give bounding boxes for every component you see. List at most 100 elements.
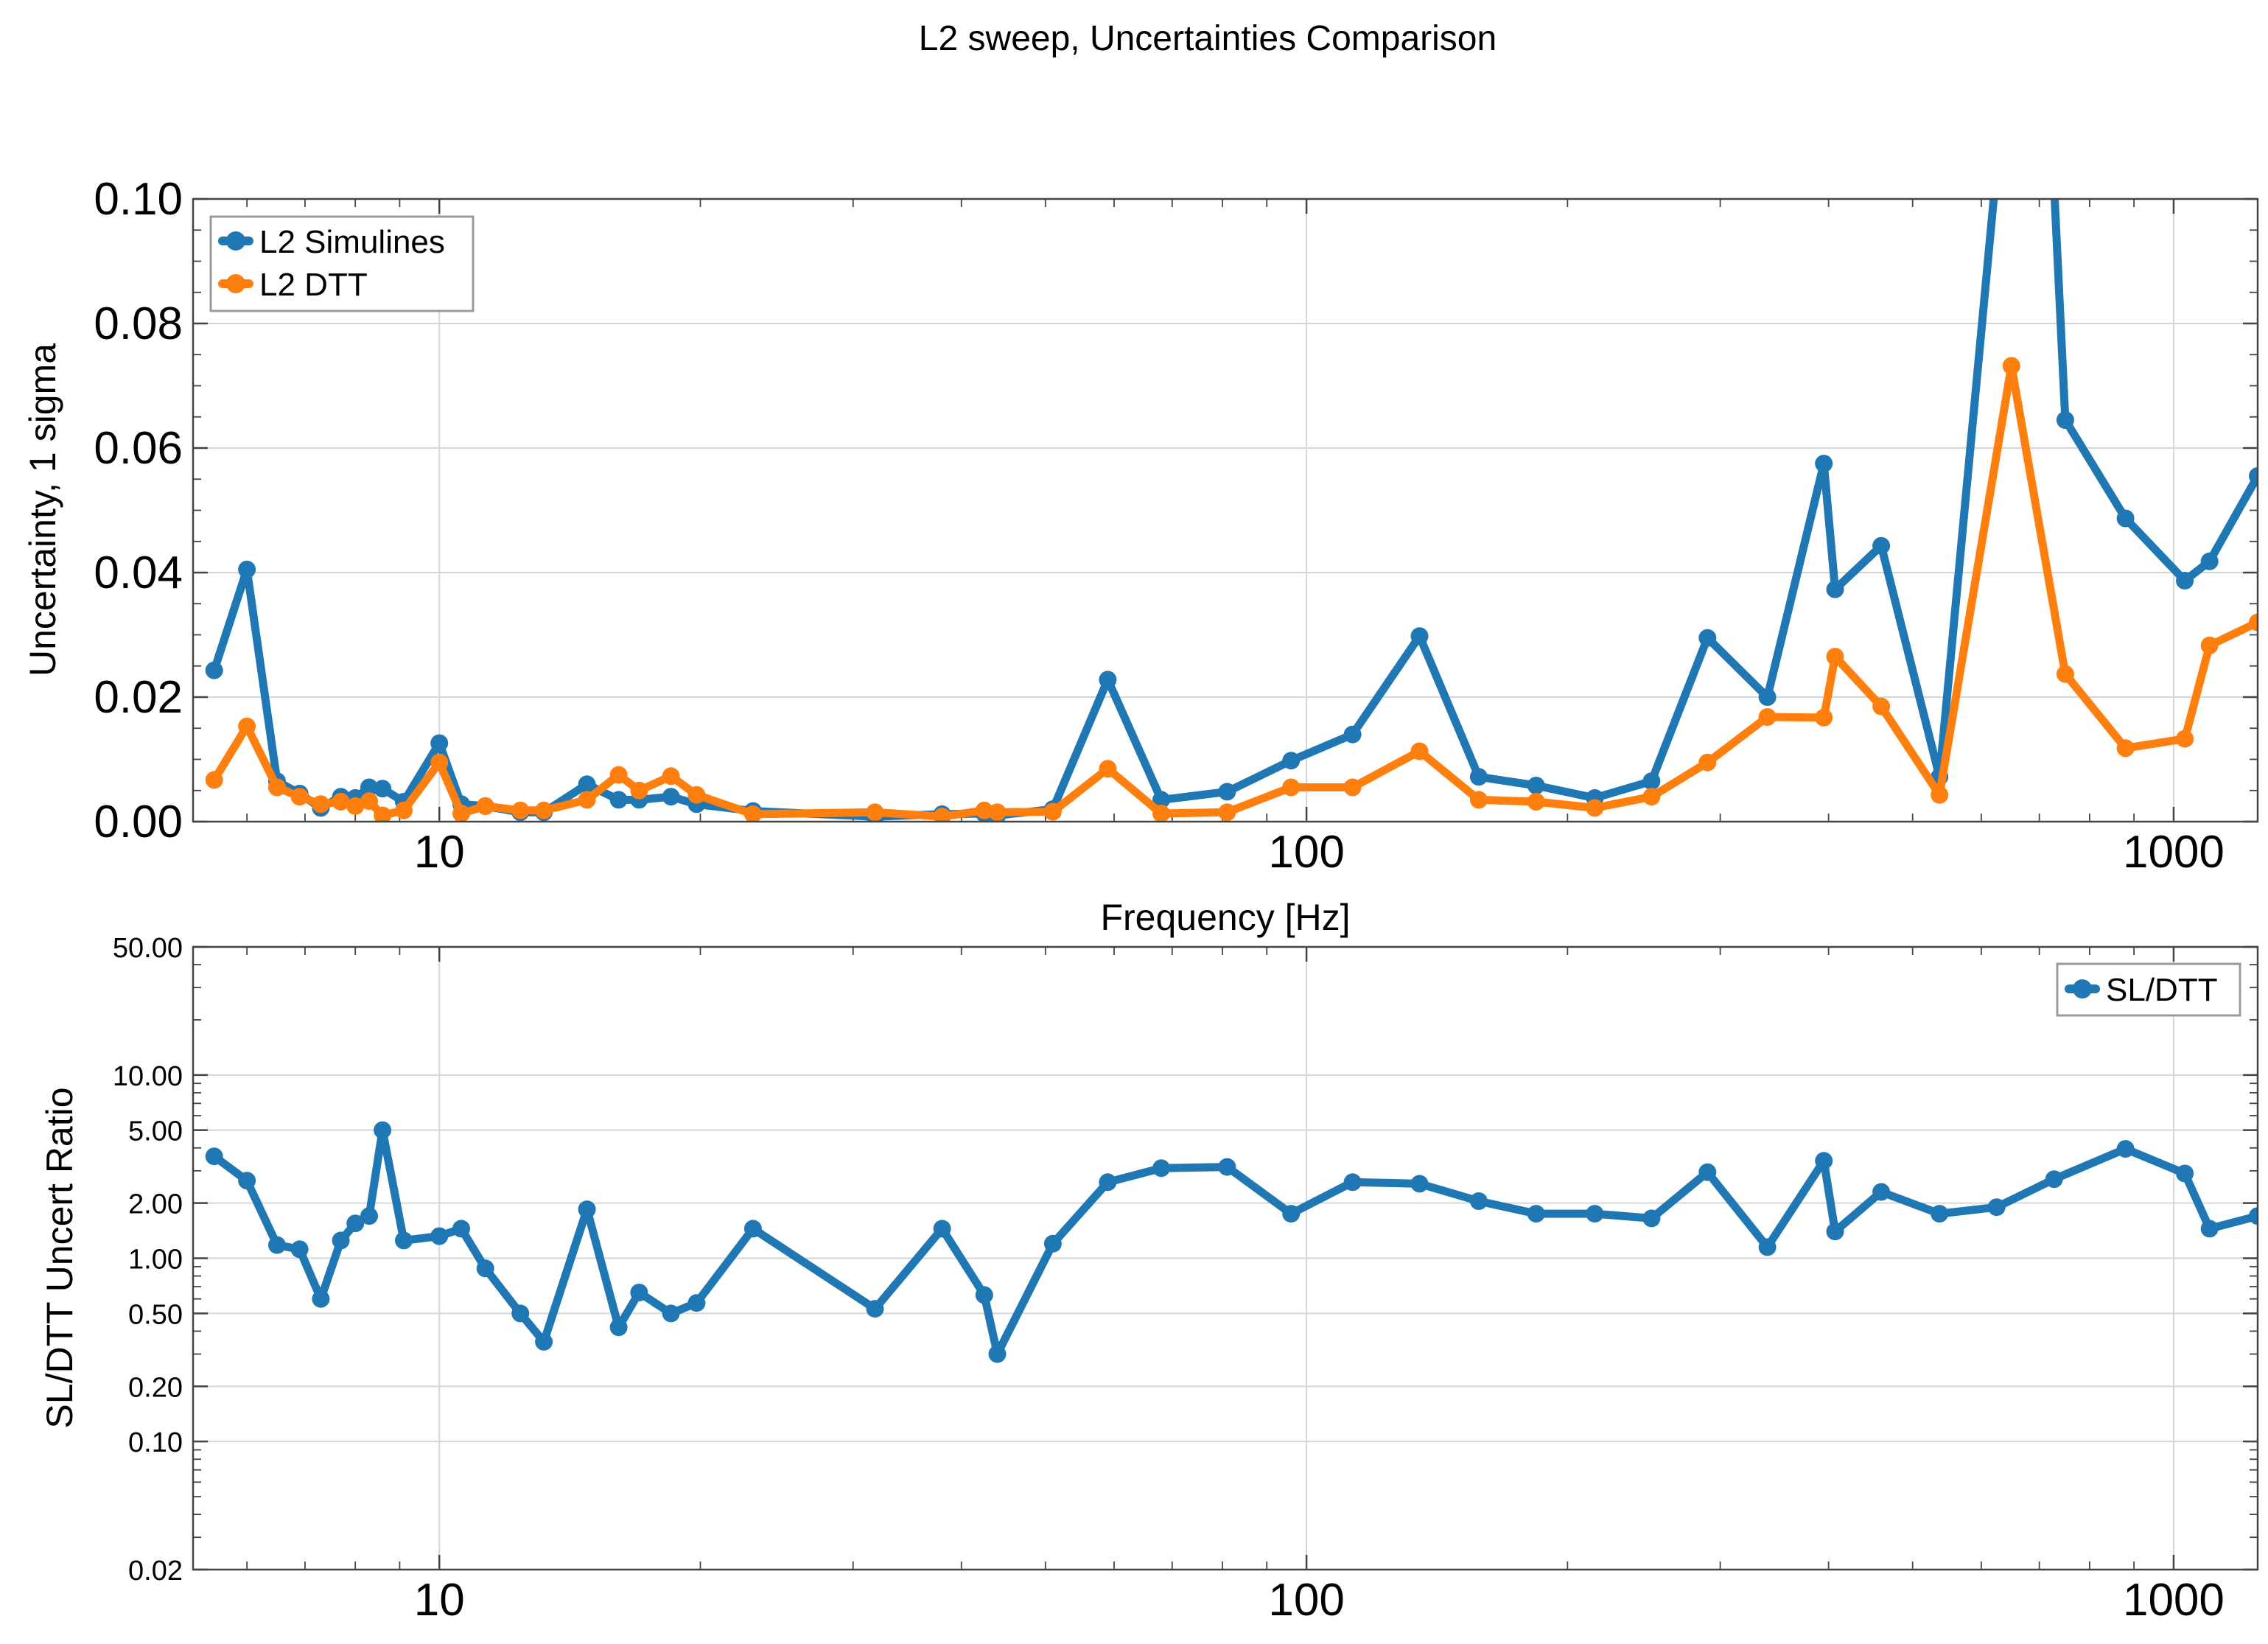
- p2-series-point-0: [1469, 1192, 1488, 1210]
- p1-series-point-1: [1410, 742, 1429, 760]
- uncertainty-plot-frame: [192, 197, 2259, 823]
- p1-series-point-0: [1758, 688, 1777, 706]
- p2-series-point-0: [988, 1345, 1007, 1363]
- p1-series-point-1: [609, 766, 628, 784]
- p1-y-tick-label: 0.08: [94, 298, 183, 349]
- p1-series-point-1: [1872, 697, 1891, 716]
- p1-y-tick-label: 0.04: [94, 548, 183, 598]
- p1-series-point-1: [1527, 793, 1545, 811]
- p1-series-point-1: [1586, 799, 1604, 817]
- p2-y-tick-label: 0.02: [128, 1556, 183, 1587]
- p1-series-point-0: [1872, 536, 1891, 555]
- p2-series-point-0: [476, 1259, 494, 1278]
- p2-series-point-0: [2200, 1220, 2219, 1238]
- p1-series-point-0: [374, 780, 392, 798]
- p2-series-point-0: [578, 1200, 596, 1219]
- p2-series-point-0: [1642, 1209, 1661, 1228]
- p1-series-point-0: [1282, 752, 1301, 770]
- p1-series-point-1: [511, 801, 530, 819]
- uncertainty-x-axis-label: Frequency [Hz]: [1100, 897, 1350, 938]
- p2-series-point-0: [1282, 1205, 1301, 1223]
- p2-series-point-0: [609, 1318, 628, 1337]
- p2-series-point-0: [535, 1332, 553, 1351]
- p2-series-point-0: [1758, 1238, 1777, 1256]
- p1-series-point-1: [290, 788, 309, 806]
- p1-series-point-1: [312, 795, 330, 814]
- p1-series-point-1: [430, 753, 449, 772]
- p2-y-tick-label: 0.50: [128, 1299, 183, 1330]
- p1-series-point-1: [332, 793, 350, 811]
- p2-series-point-0: [360, 1207, 378, 1225]
- p2-series-point-0: [1987, 1198, 2006, 1217]
- p1-series-point-1: [2200, 636, 2219, 654]
- p1-series-point-1: [205, 771, 223, 789]
- p2-series-point-0: [687, 1294, 706, 1312]
- ratio-panel: 10 100 1000 0.02 0.10 0.20 0.50 1.00 2.00 5.00 10.…: [39, 933, 2259, 1626]
- p1-series-point-0: [205, 661, 223, 679]
- p1-series-point-1: [988, 803, 1007, 822]
- p2-series-point-0: [1152, 1159, 1170, 1178]
- legend-simulines-marker: [226, 231, 245, 251]
- p2-series-point-0: [346, 1214, 365, 1233]
- p1-series-point-0: [1099, 671, 1117, 689]
- ratio-legend: SL/DTT: [2056, 962, 2241, 1017]
- p2-series-point-0: [866, 1300, 884, 1318]
- p2-series-point-0: [1043, 1234, 1062, 1253]
- p2-series-point-0: [743, 1220, 762, 1238]
- p1-series-point-1: [1826, 648, 1844, 666]
- p1-series-point-1: [2002, 357, 2020, 375]
- p1-series-point-0: [2045, 178, 2063, 195]
- p1-series-point-0: [238, 560, 256, 578]
- p1-series-point-0: [1152, 791, 1170, 809]
- p1-series-point-1: [1218, 803, 1236, 822]
- p1-series-point-1: [2176, 730, 2194, 748]
- p2-series-point-0: [1099, 1173, 1117, 1192]
- p1-series-point-0: [2249, 467, 2258, 485]
- p2-series-point-0: [1586, 1205, 1604, 1223]
- p2-series-point-0: [452, 1220, 470, 1238]
- p1-series-point-0: [662, 788, 680, 806]
- p1-series-line-1: [210, 362, 2258, 821]
- p2-series-point-0: [662, 1304, 680, 1323]
- p2-x-tick-label: 100: [1268, 1575, 1344, 1626]
- p2-series-point-0: [312, 1290, 330, 1308]
- p1-series-point-1: [1931, 786, 1949, 804]
- p1-series-point-0: [2176, 572, 2194, 590]
- p1-series-point-1: [1343, 778, 1362, 797]
- p1-x-tick-label: 10: [414, 827, 465, 878]
- ratio-grid: [193, 946, 2258, 1570]
- uncertainty-panel: 10 100 1000 0.00 0.02 0.04 0.06 0.08 0.10 Freque…: [22, 174, 2259, 938]
- legend-ratio-marker: [2073, 979, 2092, 998]
- p1-series-point-0: [430, 734, 449, 752]
- p1-series-point-1: [866, 803, 884, 822]
- p1-series-point-1: [578, 791, 596, 809]
- p2-series-point-0: [1218, 1158, 1236, 1176]
- p1-x-tick-label: 100: [1268, 827, 1344, 878]
- p2-series-point-0: [1527, 1205, 1545, 1223]
- uncertainty-legend-box: [209, 215, 475, 312]
- p1-series-point-1: [1152, 805, 1170, 822]
- p1-series-point-1: [268, 778, 286, 797]
- p2-y-tick-label: 1.00: [128, 1245, 183, 1276]
- p1-series-point-0: [609, 791, 628, 809]
- p1-series-point-1: [662, 767, 680, 786]
- p1-series-point-1: [1099, 760, 1117, 778]
- p1-series-point-1: [687, 786, 706, 804]
- p1-series-point-1: [743, 805, 762, 822]
- legend-dtt-label: L2 DTT: [259, 267, 368, 303]
- p1-series-point-1: [1758, 708, 1777, 726]
- p2-series-point-0: [1698, 1163, 1717, 1181]
- p2-series-point-0: [975, 1286, 993, 1304]
- p1-series-point-1: [238, 717, 256, 735]
- p1-series-point-1: [535, 801, 553, 819]
- p1-series-point-1: [374, 806, 392, 822]
- p1-series-point-0: [2116, 509, 2135, 528]
- legend-simulines-label: L2 Simulines: [259, 224, 445, 260]
- p1-series-point-0: [578, 775, 596, 794]
- p2-series-point-0: [332, 1231, 350, 1250]
- p2-y-tick-label: 10.00: [113, 1061, 183, 1092]
- p2-series-point-0: [1931, 1205, 1949, 1223]
- p2-y-tick-label: 50.00: [113, 933, 183, 964]
- p1-series-point-0: [1698, 629, 1717, 647]
